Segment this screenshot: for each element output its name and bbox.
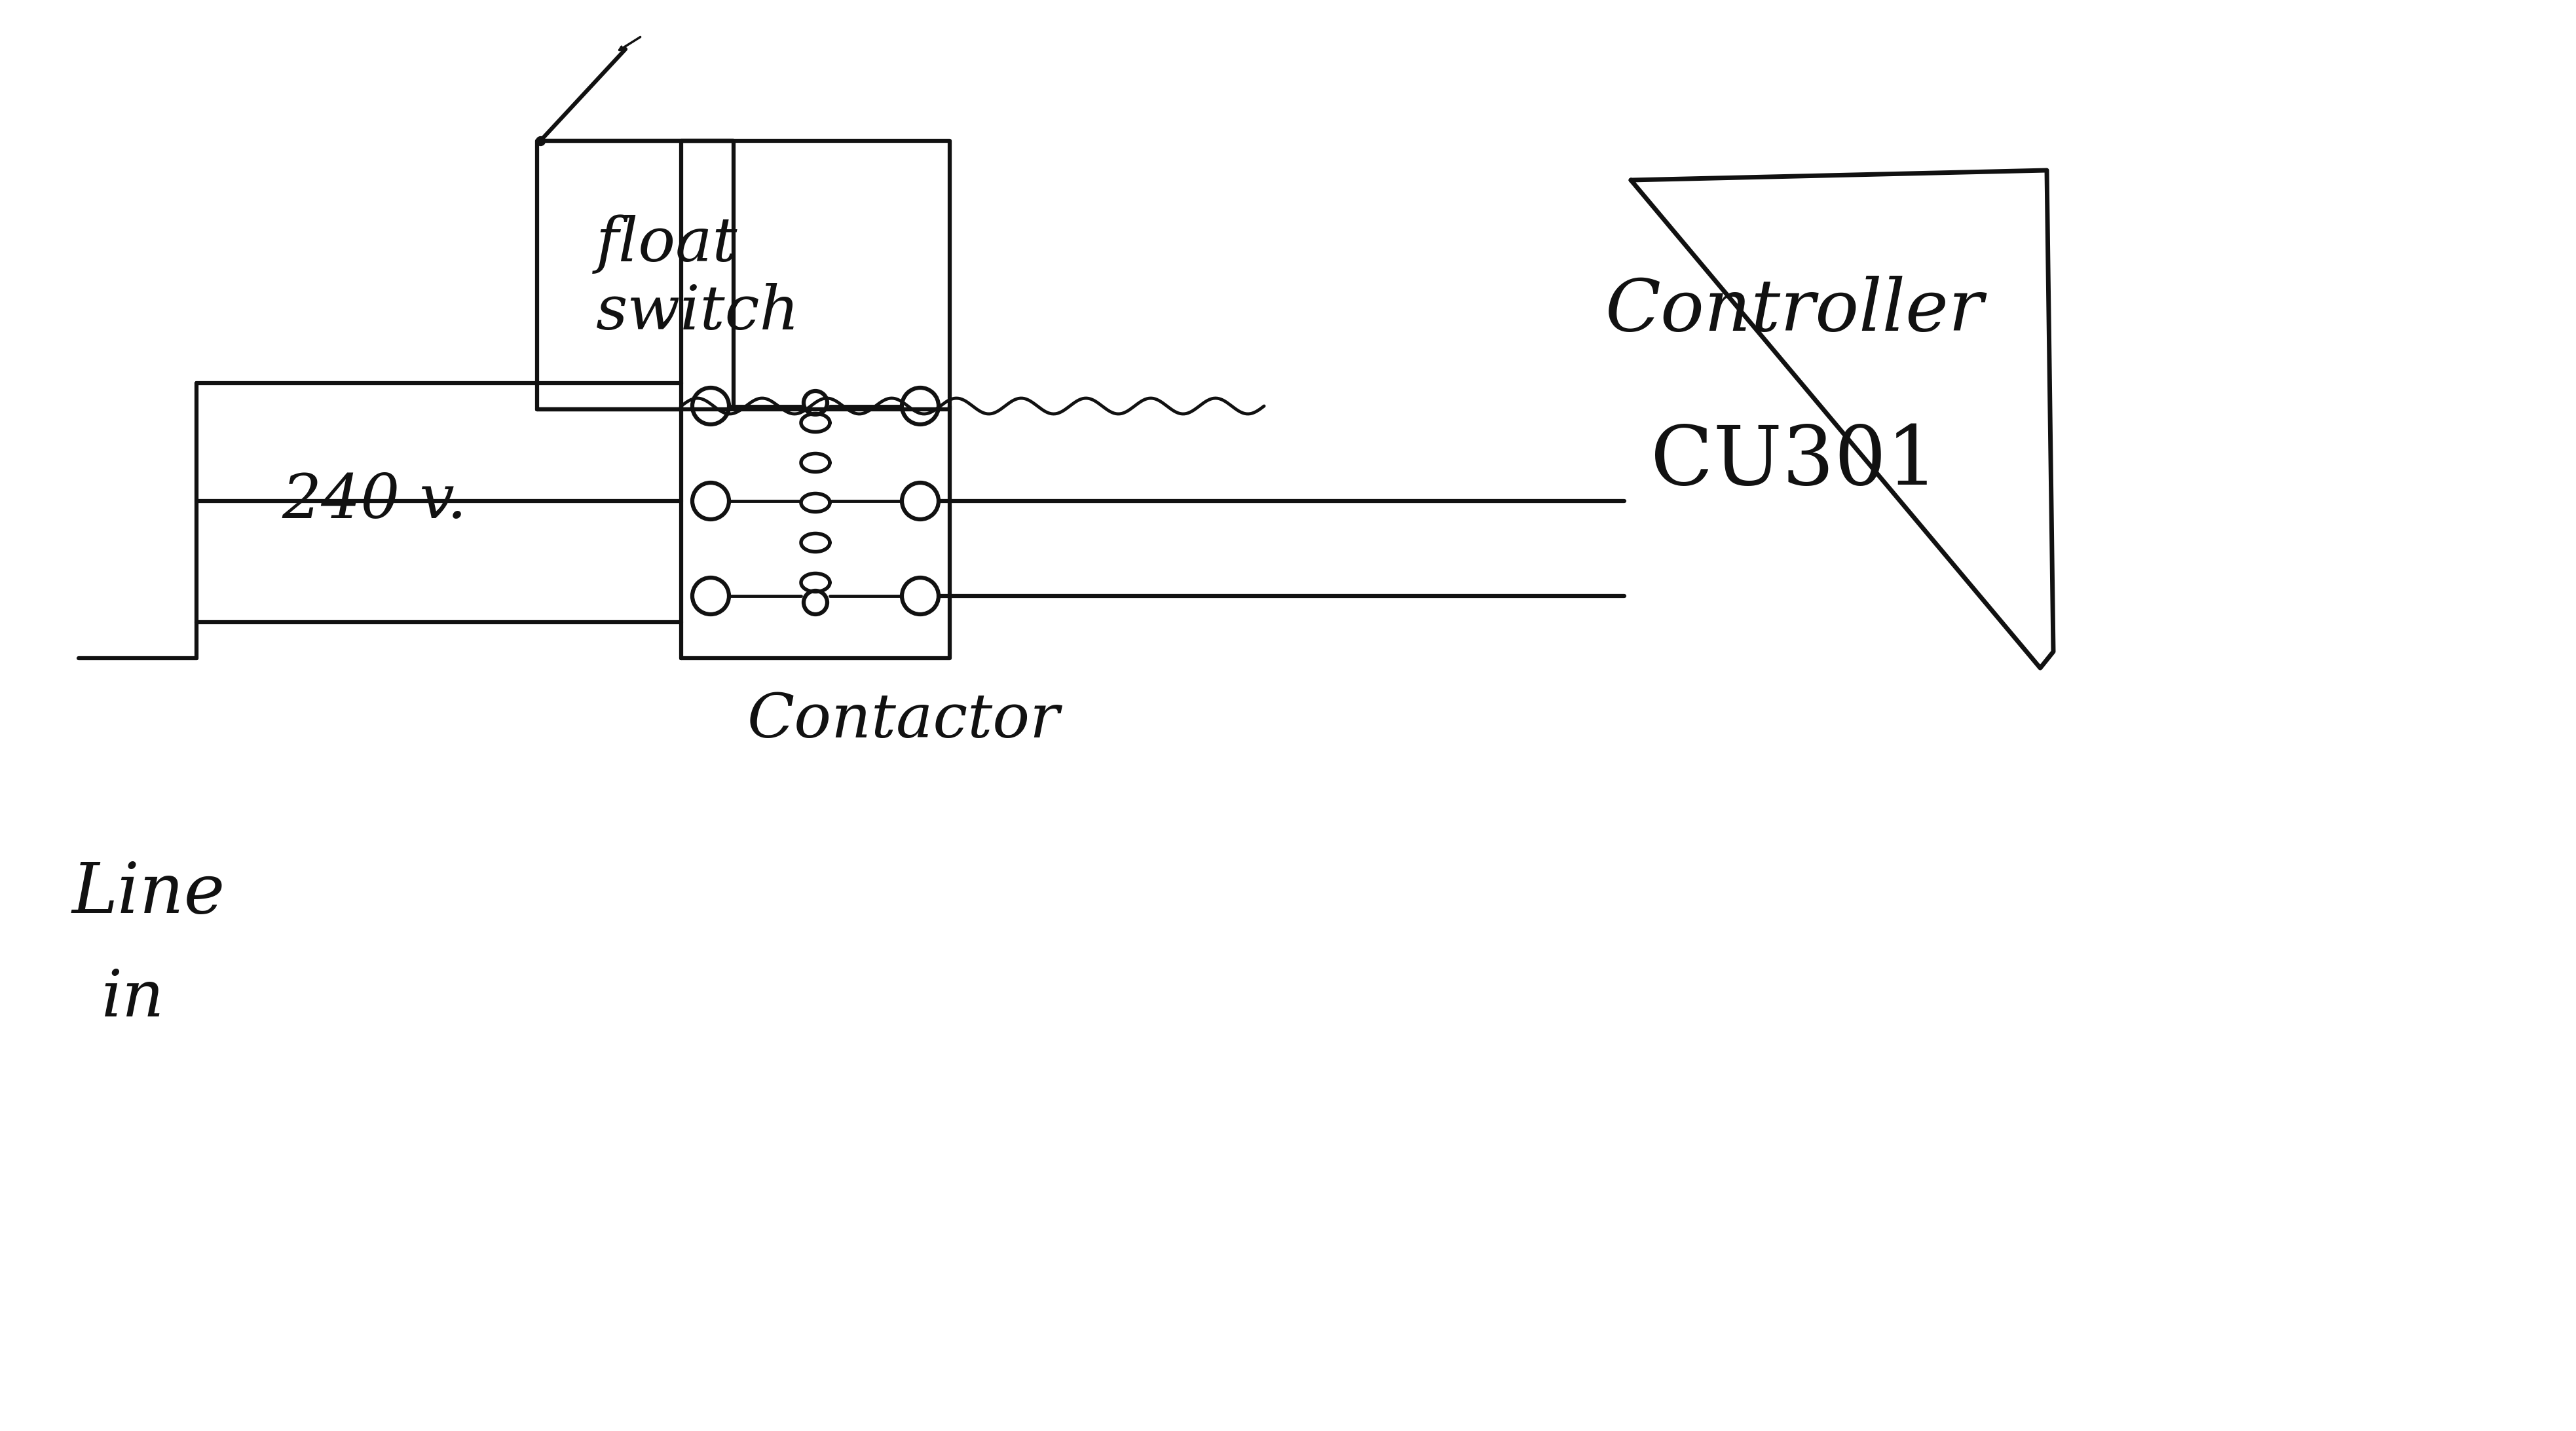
Text: CU301: CU301	[1651, 422, 1940, 501]
Text: Contactor: Contactor	[747, 691, 1059, 750]
Text: float
switch: float switch	[595, 215, 801, 342]
Text: Controller: Controller	[1605, 276, 1984, 346]
Text: in: in	[100, 967, 165, 1030]
Text: 240 v.: 240 v.	[281, 472, 466, 531]
Text: Line: Line	[72, 860, 224, 927]
